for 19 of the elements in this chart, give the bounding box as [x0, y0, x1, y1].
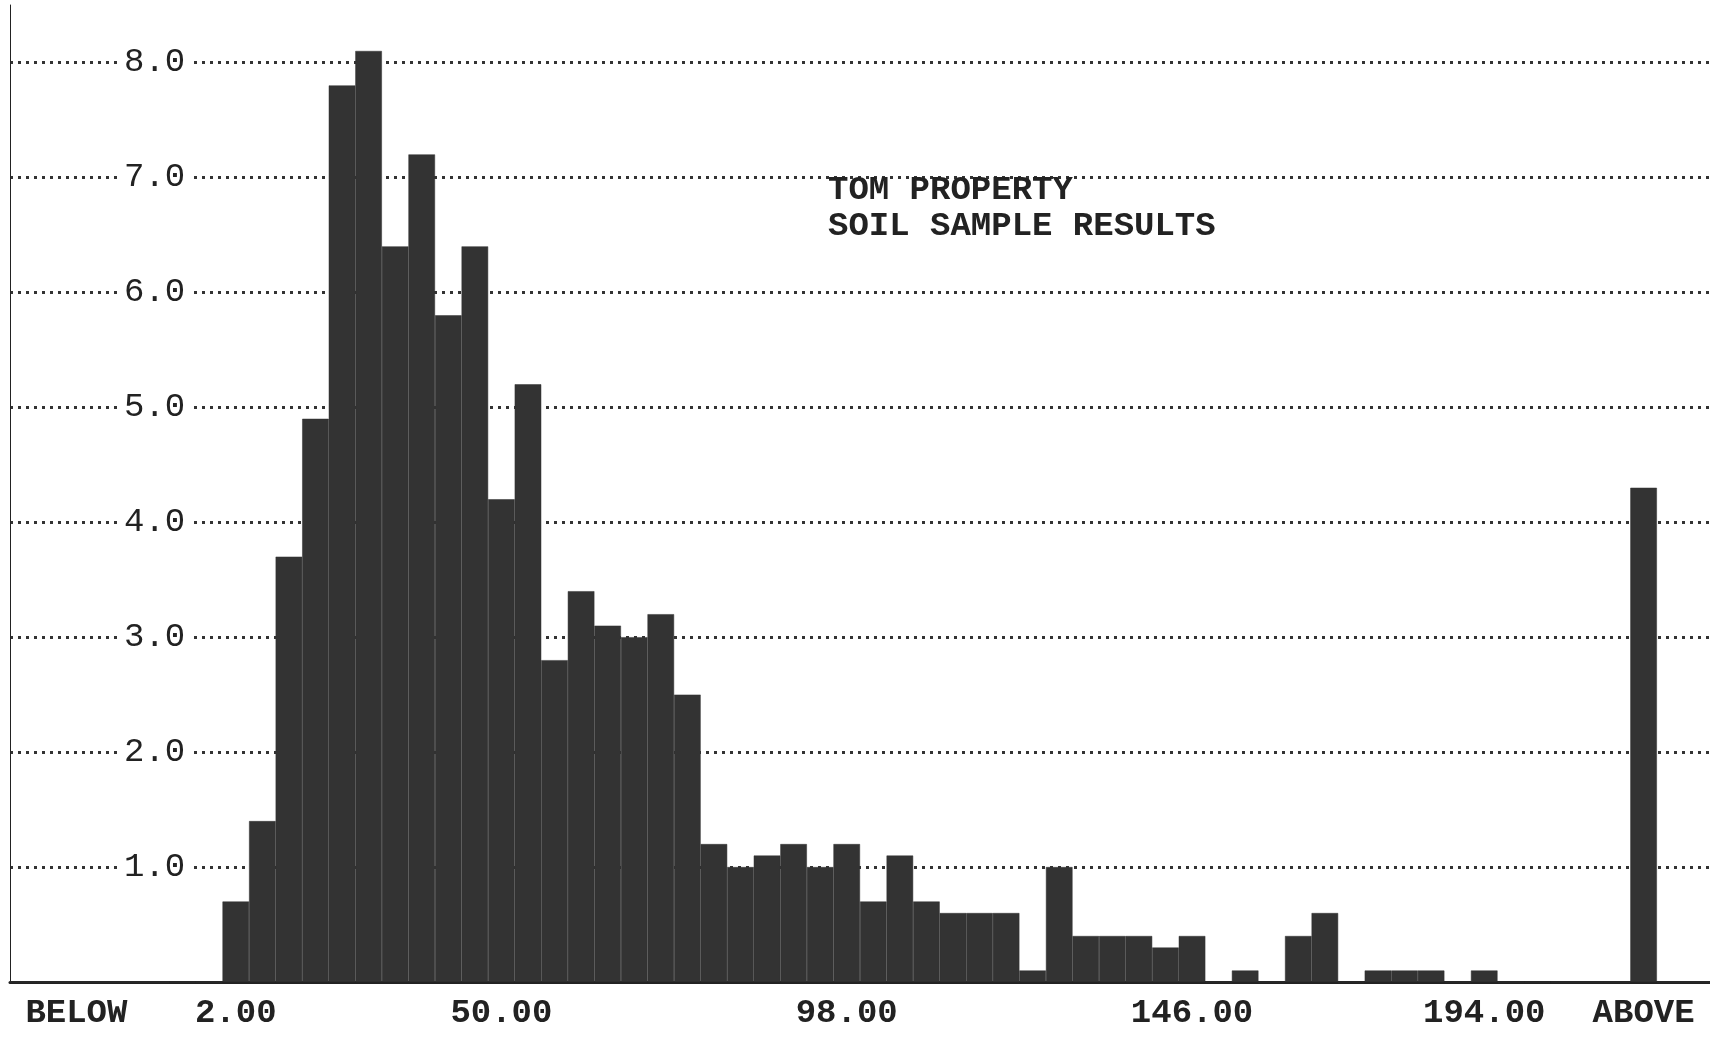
- text: TOM PROPERTY: [828, 171, 1074, 209]
- x-tick-label: 98.00: [795, 994, 898, 1032]
- y-tick-label: 5.0: [124, 388, 186, 427]
- y-tick-label: 6.0: [124, 273, 186, 312]
- y-tick-label: 1.0: [124, 848, 186, 887]
- x-tick-label: ABOVE: [1592, 994, 1695, 1032]
- x-tick-label: 194.00: [1423, 994, 1546, 1032]
- y-tick-label: 4.0: [124, 503, 186, 542]
- y-tick-label: 8.0: [124, 43, 186, 82]
- x-tick-label: 2.00: [194, 994, 277, 1032]
- y-tick-label: 3.0: [124, 618, 186, 657]
- y-tick-label: 2.0: [124, 733, 186, 772]
- bar: [1470, 970, 1498, 982]
- text: SOIL SAMPLE RESULTS: [828, 207, 1216, 245]
- x-tick-label: 50.00: [450, 994, 553, 1032]
- x-tick-label: BELOW: [25, 994, 128, 1032]
- bar: [1231, 970, 1259, 982]
- x-tick-label: 146.00: [1130, 994, 1254, 1032]
- y-tick-label: 7.0: [124, 158, 186, 197]
